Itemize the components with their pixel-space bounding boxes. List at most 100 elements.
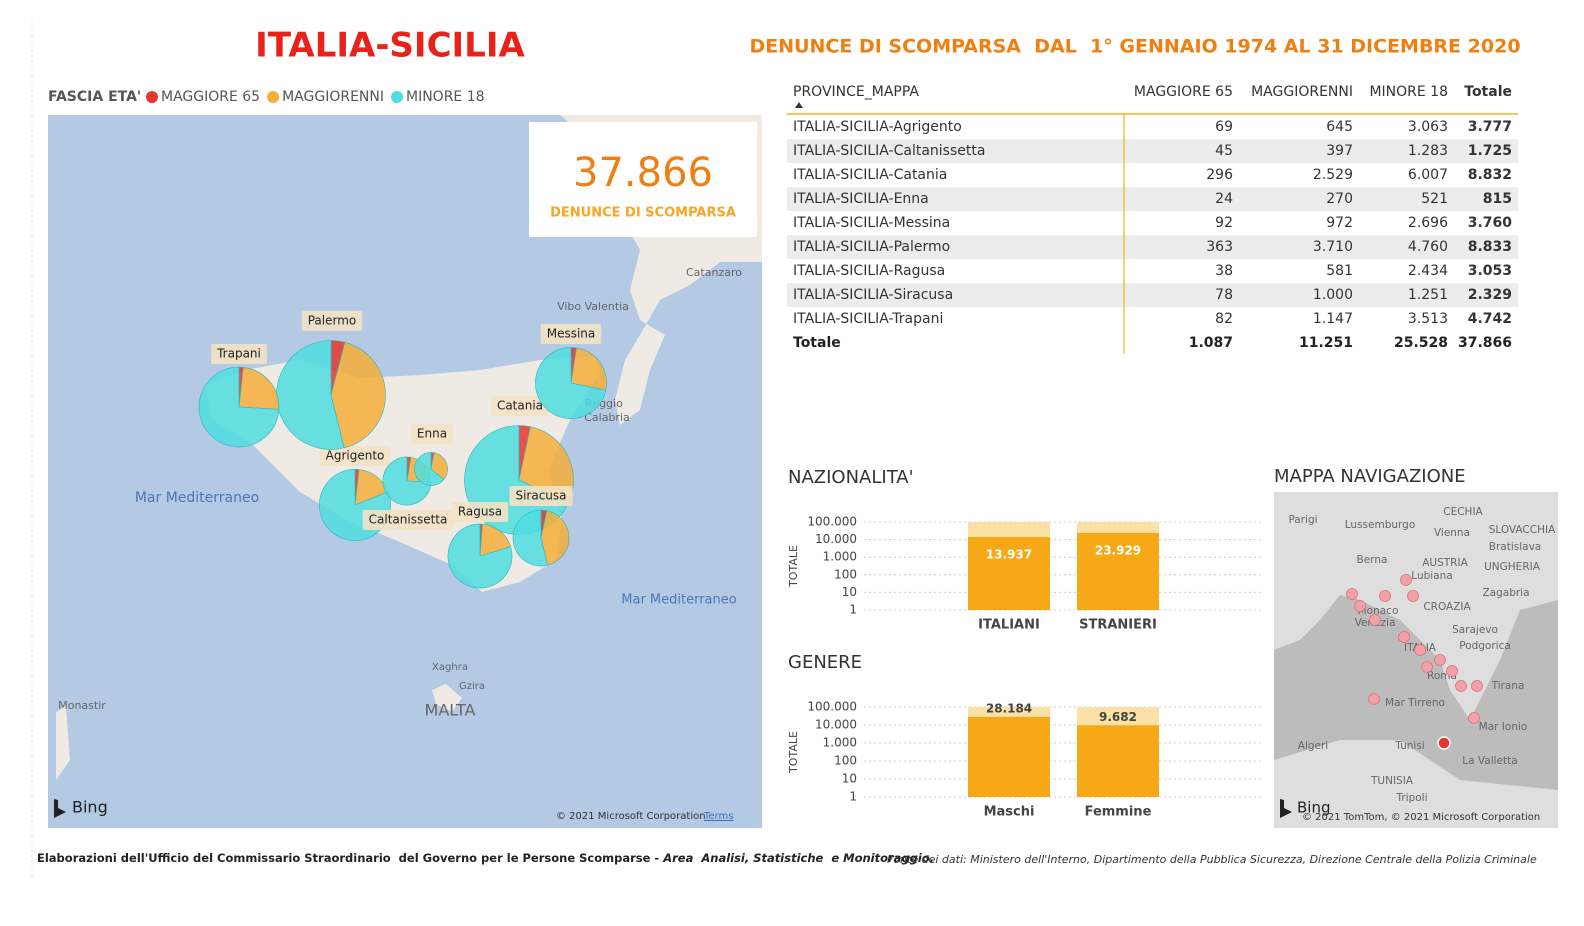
- terms[interactable]: Terms: [703, 811, 733, 822]
- table-cell: ITALIA-SICILIA-Enna: [793, 191, 929, 207]
- province-tag: [490, 396, 550, 416]
- table-cell: ITALIA-SICILIA-Agrigento: [793, 119, 962, 135]
- pie-slice: [330, 341, 386, 449]
- place-label: Catanzaro: [686, 266, 742, 279]
- table-cell: 296: [1206, 167, 1233, 183]
- nav-place: Lussemburgo: [1345, 519, 1416, 531]
- nav-dot: [1414, 644, 1426, 656]
- table-cell: 1.000: [1313, 287, 1353, 303]
- table-cell: 8.832: [1468, 167, 1512, 183]
- legend-label: MAGGIORE 65: [161, 89, 260, 105]
- table-cell: ITALIA-SICILIA-Palermo: [793, 239, 950, 255]
- province-tag: [410, 424, 454, 444]
- pie-slice: [198, 366, 280, 448]
- nav-place: Tirana: [1491, 680, 1525, 692]
- table-cell: 3.063: [1408, 119, 1448, 135]
- nav-place: Vienna: [1434, 527, 1470, 539]
- table-cell: ITALIA-SICILIA-Caltanissetta: [793, 143, 985, 159]
- nav-place: UNGHERIA: [1484, 561, 1541, 573]
- province-label: Siracusa: [515, 489, 566, 503]
- table-cell: 1.147: [1313, 311, 1353, 327]
- place-label: Xaghra: [432, 662, 468, 673]
- table-cell: 38: [1215, 263, 1233, 279]
- table-cell: 3.777: [1468, 119, 1512, 135]
- table-cell: 2.529: [1313, 167, 1353, 183]
- legend-dot: [146, 91, 158, 103]
- pie-slice: [512, 509, 548, 567]
- province-label: Caltanissetta: [369, 513, 448, 527]
- table-cell: 3.513: [1408, 311, 1448, 327]
- table-cell: 1.725: [1468, 143, 1512, 159]
- value-label: 9.682: [1099, 710, 1137, 724]
- y-tick-label: 1.000: [823, 550, 857, 564]
- table-cell: 2.329: [1468, 287, 1512, 303]
- province-tag: [362, 510, 454, 530]
- table-cell: 581: [1326, 263, 1353, 279]
- legend-dot: [391, 91, 403, 103]
- place-label: Mar Mediterraneo: [135, 490, 259, 506]
- pie-slice: [540, 510, 570, 566]
- table-cell: 4.742: [1468, 311, 1512, 327]
- title: ITALIA-SICILIA: [255, 26, 525, 66]
- table-cell: ITALIA-SICILIA-Catania: [793, 167, 947, 183]
- footer-left-text: Elaborazioni dell'Ufficio del Commissari…: [37, 851, 663, 865]
- table-cell: 972: [1326, 215, 1353, 231]
- value-label: 23.929: [1095, 543, 1141, 557]
- table-header: Totale: [1464, 84, 1512, 100]
- table-cell: 45: [1215, 143, 1233, 159]
- table-cell: 24: [1215, 191, 1233, 207]
- table-cell: 1.283: [1408, 143, 1448, 159]
- sort-arrow: [795, 102, 803, 108]
- pie-slice: [535, 347, 607, 419]
- nav-dot: [1398, 631, 1410, 643]
- province-label: Palermo: [308, 314, 357, 328]
- nav-dot: [1400, 574, 1412, 586]
- province-tag: [451, 502, 509, 522]
- table-header: PROVINCE_MAPPA: [793, 84, 919, 100]
- nav-place: CROAZIA: [1423, 601, 1471, 613]
- nav-place: Sarajevo: [1452, 624, 1498, 636]
- province-label: Trapani: [216, 347, 261, 361]
- pie-slice: [570, 347, 607, 391]
- nav-dot: [1471, 680, 1483, 692]
- y-tick-label: 10: [842, 772, 857, 786]
- nav-place: AUSTRIA: [1422, 557, 1468, 569]
- table-cell: 4.760: [1408, 239, 1448, 255]
- place-label: Gzira: [459, 681, 485, 692]
- kpi-card: [529, 122, 757, 237]
- nav-place: Bratislava: [1489, 541, 1541, 553]
- footer-left-italic: Area Analisi, Statistiche e Monitoraggio…: [662, 851, 934, 865]
- bar: [968, 537, 1050, 610]
- nav-dot: [1369, 614, 1381, 626]
- pie-slice: [414, 452, 445, 486]
- table-total: 37.866: [1458, 335, 1512, 351]
- nav-place: Podgorica: [1459, 640, 1511, 652]
- row-bg: [787, 235, 1518, 259]
- x-tick-label: STRANIERI: [1079, 618, 1157, 633]
- y-axis-label: TOTALE: [787, 731, 800, 774]
- place-label: Calabria: [584, 411, 630, 424]
- nav-dot: [1346, 588, 1358, 600]
- chart-title: GENERE: [788, 652, 862, 673]
- province-label: Enna: [417, 427, 447, 441]
- value-label: 28.184: [986, 701, 1032, 715]
- nav-dot: [1434, 654, 1446, 666]
- nav-dot: [1468, 712, 1480, 724]
- nav-place: Algeri: [1298, 740, 1328, 752]
- kpi-label: DENUNCE DI SCOMPARSA: [550, 206, 736, 221]
- nav-dot: [1407, 590, 1419, 602]
- y-tick-label: 1: [849, 603, 857, 617]
- table-cell: 815: [1483, 191, 1512, 207]
- nav-place: TUNISIA: [1370, 775, 1414, 787]
- nav-place: Zagabria: [1482, 587, 1529, 599]
- nav-place: Berna: [1357, 554, 1388, 566]
- place-label: Vibo Valentia: [557, 300, 629, 313]
- table-cell: 1.251: [1408, 287, 1448, 303]
- table-cell: ITALIA-SICILIA-Siracusa: [793, 287, 953, 303]
- table-cell: 2.696: [1408, 215, 1448, 231]
- legend-dot: [267, 91, 280, 103]
- y-tick-label: 10.000: [815, 718, 857, 732]
- pie-slice: [447, 523, 513, 589]
- pie-slice: [382, 456, 432, 506]
- y-tick-label: 100: [834, 567, 857, 581]
